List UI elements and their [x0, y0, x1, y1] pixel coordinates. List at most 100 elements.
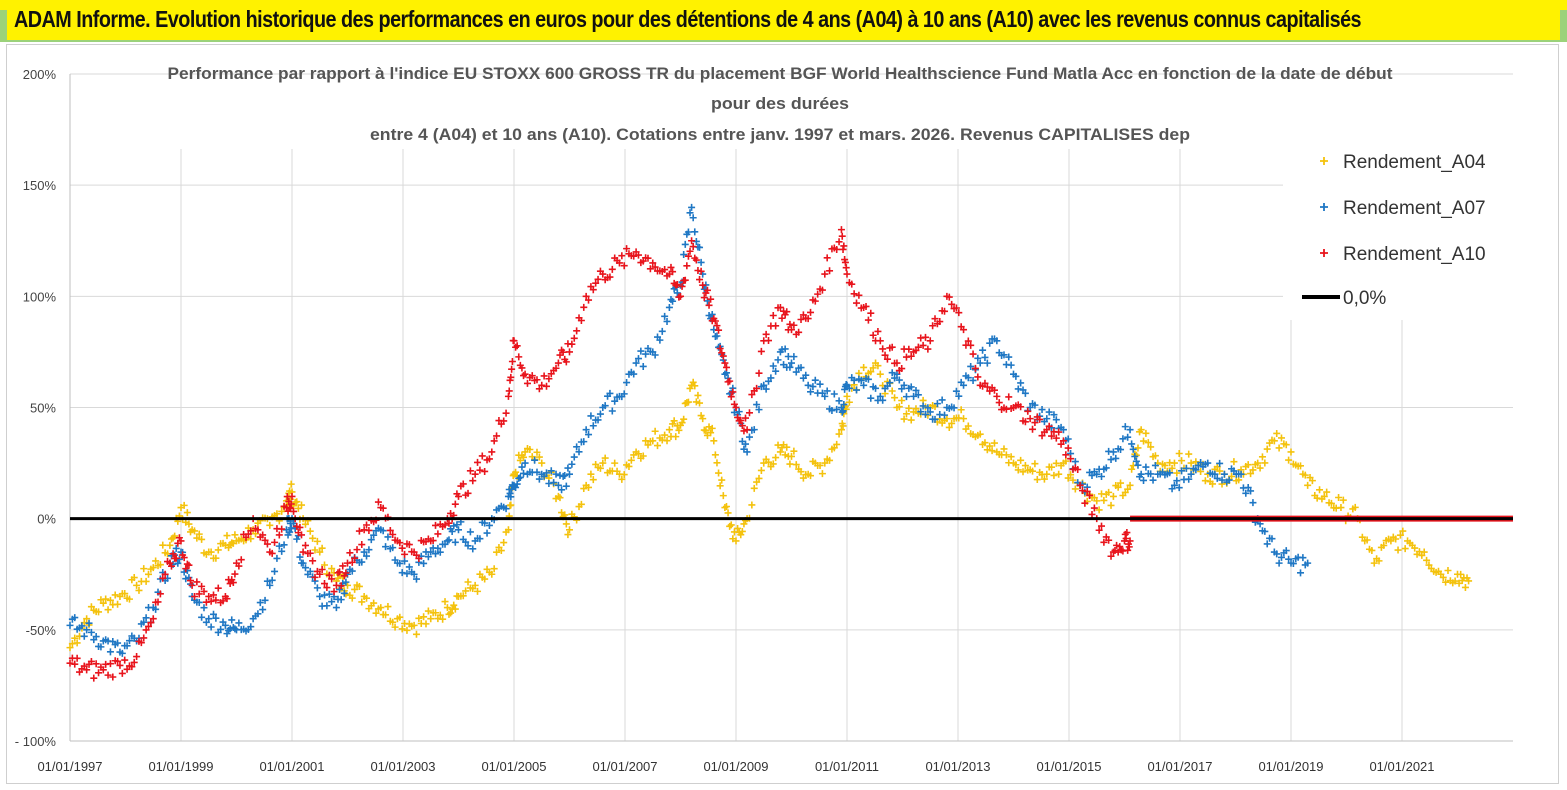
marker-rendement-a04: [1399, 527, 1407, 535]
marker-rendement-a04: [1261, 459, 1269, 467]
marker-rendement-a10: [630, 252, 638, 260]
marker-rendement-a04: [1304, 481, 1312, 489]
marker-rendement-a07: [210, 610, 218, 618]
marker-rendement-a07: [993, 337, 1001, 345]
marker-rendement-a07: [1098, 472, 1106, 480]
marker-rendement-a04: [1033, 476, 1041, 484]
marker-rendement-a07: [931, 415, 939, 423]
marker-rendement-a04: [589, 476, 597, 484]
marker-rendement-a04: [66, 644, 74, 652]
marker-rendement-a10: [66, 659, 74, 667]
marker-rendement-a04: [439, 615, 447, 623]
marker-rendement-a10: [263, 540, 271, 548]
marker-rendement-a10: [902, 353, 910, 361]
marker-rendement-a10: [783, 308, 791, 316]
marker-rendement-a04: [1067, 471, 1075, 479]
marker-rendement-a07: [1050, 411, 1058, 419]
marker-rendement-a10: [330, 588, 338, 596]
marker-rendement-a10: [109, 673, 117, 681]
marker-rendement-a10: [707, 295, 715, 303]
marker-rendement-a10: [993, 392, 1001, 400]
marker-rendement-a04: [1185, 450, 1193, 458]
marker-rendement-a04: [384, 603, 392, 611]
marker-rendement-a07: [566, 470, 573, 478]
marker-rendement-a10: [893, 359, 901, 367]
marker-rendement-a04: [990, 439, 998, 447]
marker-rendement-a07: [114, 639, 122, 647]
marker-rendement-a07: [266, 581, 274, 589]
marker-rendement-a04: [1358, 533, 1366, 541]
marker-rendement-a07: [261, 596, 269, 604]
marker-rendement-a07: [1071, 458, 1079, 466]
marker-rendement-a10: [705, 301, 713, 309]
marker-rendement-a04: [481, 575, 489, 583]
marker-rendement-a10: [765, 337, 773, 345]
marker-rendement-a07: [876, 392, 884, 400]
marker-rendement-a10: [688, 237, 696, 245]
marker-rendement-a04: [776, 448, 784, 456]
marker-rendement-a10: [142, 626, 150, 634]
marker-rendement-a10: [1067, 455, 1075, 463]
x-tick-label: 01/01/2003: [370, 759, 435, 774]
marker-rendement-a07: [850, 376, 858, 384]
marker-rendement-a10: [182, 565, 190, 573]
marker-rendement-a10: [348, 558, 356, 566]
marker-rendement-a07: [1043, 415, 1051, 423]
marker-rendement-a07: [917, 408, 925, 416]
marker-rendement-a07: [797, 364, 805, 372]
marker-rendement-a07: [594, 416, 602, 424]
marker-rendement-a10: [876, 337, 884, 345]
marker-rendement-a07: [1213, 474, 1221, 482]
marker-rendement-a04: [451, 605, 459, 613]
marker-rendement-a10: [80, 662, 88, 670]
marker-rendement-a07: [924, 404, 932, 412]
marker-rendement-a04: [1351, 503, 1359, 511]
marker-rendement-a04: [1040, 475, 1048, 483]
marker-rendement-a04: [900, 415, 908, 423]
x-tick-label: 01/01/2005: [481, 759, 546, 774]
marker-rendement-a10: [1031, 419, 1039, 427]
marker-rendement-a04: [1396, 531, 1404, 539]
marker-rendement-a04: [1442, 578, 1450, 586]
marker-rendement-a07: [1185, 475, 1193, 483]
marker-rendement-a10: [538, 381, 546, 389]
marker-rendement-a10: [1029, 425, 1037, 433]
marker-rendement-a10: [755, 369, 763, 377]
marker-rendement-a04: [130, 574, 138, 582]
marker-rendement-a07: [207, 623, 215, 631]
marker-rendement-a10: [1090, 504, 1098, 512]
marker-rendement-a10: [681, 276, 689, 284]
marker-rendement-a04: [891, 394, 899, 402]
marker-rendement-a04: [1144, 439, 1152, 447]
marker-rendement-a10: [207, 597, 215, 605]
marker-rendement-a04: [293, 498, 301, 506]
marker-rendement-a04: [1137, 426, 1145, 434]
marker-rendement-a04: [618, 475, 626, 483]
marker-rendement-a10: [481, 467, 489, 475]
marker-rendement-a04: [1048, 463, 1056, 471]
marker-rendement-a07: [596, 410, 604, 418]
marker-rendement-a04: [839, 422, 847, 430]
marker-rendement-a04: [651, 427, 659, 435]
marker-rendement-a10: [837, 226, 845, 234]
marker-rendement-a04: [1029, 467, 1037, 475]
marker-rendement-a10: [716, 344, 724, 352]
marker-rendement-a04: [1339, 496, 1347, 504]
marker-rendement-a10: [293, 522, 301, 530]
marker-rendement-a04: [152, 557, 160, 565]
marker-rendement-a04: [149, 564, 157, 572]
marker-rendement-a07: [200, 604, 208, 612]
marker-rendement-a10: [235, 562, 243, 570]
marker-rendement-a10: [299, 548, 307, 556]
marker-rendement-a10: [73, 654, 81, 662]
marker-rendement-a07: [1297, 569, 1305, 577]
marker-rendement-a10: [200, 587, 208, 595]
marker-rendement-a04: [212, 554, 220, 562]
marker-rendement-a07: [893, 370, 901, 378]
marker-rendement-a04: [981, 439, 989, 447]
marker-rendement-a07: [983, 359, 991, 367]
marker-rendement-a10: [919, 341, 927, 349]
marker-rendement-a10: [606, 273, 614, 281]
marker-rendement-a10: [202, 598, 210, 606]
y-tick-label: 100%: [23, 289, 57, 304]
